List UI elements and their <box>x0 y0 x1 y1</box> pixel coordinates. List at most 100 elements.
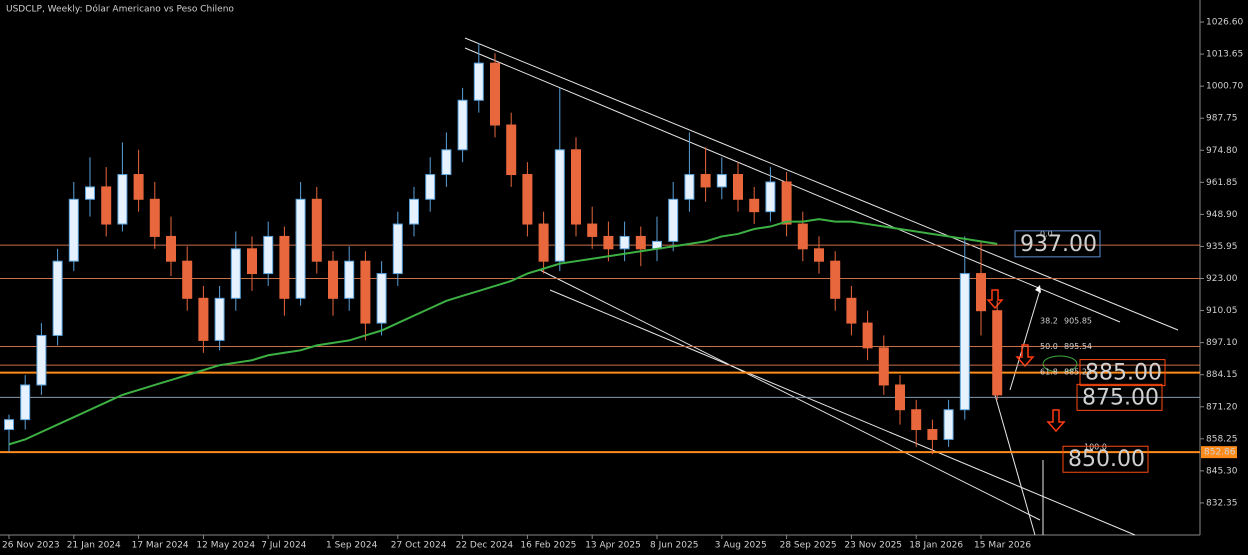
candle-body <box>279 235 290 299</box>
candle-body <box>781 181 792 225</box>
y-tick-label: 1026.60 <box>1206 18 1243 28</box>
candle-body <box>457 99 468 151</box>
candle-body <box>230 248 241 299</box>
candle-body <box>149 198 160 237</box>
channel-line <box>539 269 1041 521</box>
candle-body <box>392 223 403 275</box>
candle-body <box>295 198 306 299</box>
candle-body <box>263 235 274 275</box>
channel-line <box>549 289 1136 536</box>
candle-body <box>700 174 711 188</box>
annotation-label: 850.00 <box>1068 447 1145 472</box>
candle-body <box>684 174 695 200</box>
candle-body <box>425 174 436 200</box>
candle-body <box>166 235 176 262</box>
y-tick-label: 987.75 <box>1206 114 1238 124</box>
candle-body <box>311 198 322 262</box>
candle-body <box>830 260 841 299</box>
x-tick-label: 13 Apr 2025 <box>585 541 641 551</box>
y-tick-label: 974.80 <box>1206 146 1238 156</box>
channel-line <box>464 37 1179 331</box>
candle-body <box>360 260 371 324</box>
y-tick-label: 871.20 <box>1206 402 1238 412</box>
annotation-label: 937.00 <box>1020 232 1097 257</box>
y-tick-label: 923.00 <box>1206 274 1238 284</box>
candle-body <box>911 409 922 431</box>
down-arrow <box>986 289 1004 310</box>
candle-body <box>36 334 47 386</box>
candle-body <box>473 62 484 101</box>
candle-body <box>85 186 95 200</box>
candle-body <box>4 419 14 431</box>
chart-title: USDCLP, Weekly: Dólar Americano vs Peso … <box>6 4 234 15</box>
annotation-box <box>1014 230 1101 258</box>
x-tick-label: 3 Aug 2025 <box>715 541 767 551</box>
y-tick-label: 858.25 <box>1206 434 1238 444</box>
candle-body <box>959 273 970 411</box>
candle-body <box>619 235 630 250</box>
candle-body <box>247 248 257 275</box>
arrow-head <box>1035 285 1041 293</box>
x-tick-label: 8 Jun 2025 <box>650 541 698 551</box>
candle-body <box>878 347 889 386</box>
down-arrow <box>1015 344 1035 368</box>
y-tick-label: 845.30 <box>1206 466 1238 476</box>
y-tick-label: 948.90 <box>1206 210 1238 220</box>
price-tag <box>1201 446 1237 459</box>
y-tick-label: 910.05 <box>1206 306 1238 316</box>
annotation-box <box>1062 445 1149 473</box>
price-tag-label: 852.86 <box>1204 448 1236 458</box>
down-arrows <box>986 289 1066 433</box>
y-tick-label: 884.15 <box>1206 370 1238 380</box>
candle-body <box>182 260 193 299</box>
y-tick-label: 961.85 <box>1206 178 1238 188</box>
candle-body <box>506 124 517 176</box>
fib-ratio: 0.0 <box>1040 229 1053 238</box>
annotation-box <box>1076 383 1163 411</box>
candle-body <box>554 149 565 262</box>
moving-average <box>8 218 998 446</box>
arrow-line <box>994 394 1036 536</box>
candle-body <box>52 260 63 336</box>
annotation-label: 885.00 <box>1085 361 1162 386</box>
candle-body <box>797 223 808 250</box>
x-tick-label: 17 Mar 2024 <box>132 541 189 551</box>
candle-body <box>587 223 598 237</box>
candle-body <box>635 235 646 250</box>
x-tick-label: 7 Jul 2024 <box>261 541 306 551</box>
y-tick-label: 1013.65 <box>1206 50 1243 60</box>
candle-body <box>68 198 79 262</box>
fib-ratio: 38.2 <box>1040 316 1058 325</box>
candle-body <box>344 260 355 299</box>
candle-body <box>846 297 857 324</box>
candle-body <box>490 62 500 126</box>
candle-body <box>376 273 387 324</box>
annotation-box <box>1079 359 1166 387</box>
candle-body <box>198 297 209 341</box>
x-tick-label: 1 Sep 2024 <box>326 541 378 551</box>
candle-body <box>409 198 419 225</box>
x-tick-label: 15 Mar 2026 <box>974 541 1031 551</box>
candle-body <box>733 174 743 200</box>
y-tick-label: 935.95 <box>1206 242 1238 252</box>
candle-body <box>976 273 986 312</box>
candle-body <box>814 248 824 262</box>
fib-price: 905.85 <box>1064 316 1092 325</box>
candle-body <box>101 186 112 225</box>
x-tick-label: 22 Dec 2024 <box>456 541 514 551</box>
candle-body <box>328 260 338 299</box>
annotation-label: 875.00 <box>1082 385 1159 410</box>
candle-body <box>571 149 581 225</box>
fib-price: 895.54 <box>1064 342 1092 351</box>
candle-body <box>716 174 727 188</box>
y-tick-label: 897.10 <box>1206 338 1238 348</box>
candle-body <box>862 322 873 349</box>
candle-body <box>749 198 760 213</box>
candle-body <box>538 223 549 262</box>
y-tick-label: 832.35 <box>1206 498 1238 508</box>
fib-price: 885.23 <box>1064 368 1092 377</box>
x-tick-label: 18 Jan 2026 <box>909 541 963 551</box>
candle-body <box>765 181 776 213</box>
